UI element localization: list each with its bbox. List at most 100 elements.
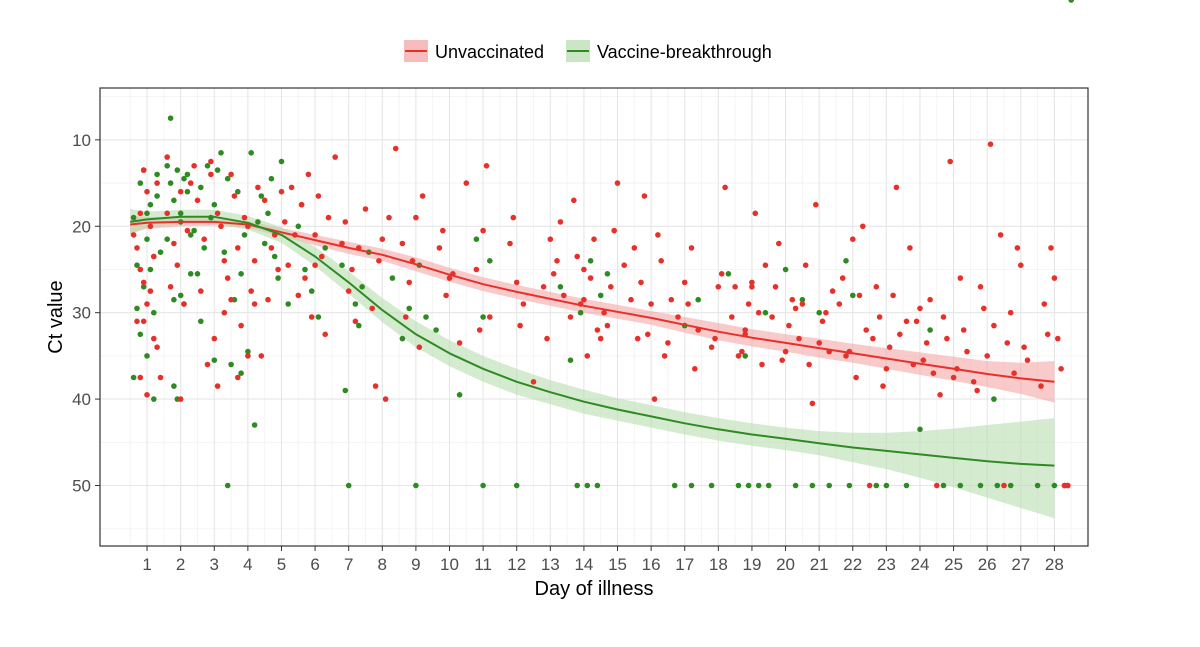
data-point [1044, 331, 1051, 338]
data-point [890, 292, 896, 299]
data-point [792, 482, 799, 489]
data-point [628, 296, 634, 303]
data-point [718, 271, 725, 277]
data-point [487, 314, 493, 320]
data-point [342, 387, 349, 394]
data-point [332, 154, 339, 160]
data-point [997, 232, 1004, 238]
data-point [809, 482, 816, 489]
data-point [298, 201, 305, 208]
data-point [187, 271, 194, 277]
data-point [224, 482, 231, 489]
data-point [792, 305, 799, 312]
data-point [923, 340, 930, 346]
data-point [604, 322, 611, 329]
data-point [265, 296, 271, 303]
data-point [873, 482, 880, 489]
data-point [994, 482, 1001, 489]
data-point [782, 266, 789, 273]
data-point [571, 197, 577, 204]
confidence-ribbon-unvaccinated [130, 215, 1055, 403]
data-point [137, 210, 144, 217]
data-point [130, 214, 137, 221]
data-point [947, 158, 953, 165]
data-point [1024, 357, 1031, 364]
data-point [762, 309, 769, 316]
data-point [211, 357, 218, 364]
data-point [198, 184, 204, 191]
data-point [456, 340, 463, 346]
data-point [376, 258, 382, 264]
data-point [302, 275, 308, 281]
data-point [245, 353, 251, 359]
data-point [211, 335, 218, 342]
data-point [308, 314, 315, 320]
data-point [174, 262, 181, 269]
data-point [745, 301, 752, 307]
data-point [587, 275, 594, 281]
data-point [557, 284, 564, 290]
data-point [130, 374, 137, 381]
data-point [191, 163, 197, 169]
data-point [513, 279, 520, 286]
data-point [940, 314, 947, 320]
data-point [221, 258, 228, 264]
data-point [893, 184, 900, 191]
data-point [873, 284, 880, 290]
data-point [144, 392, 150, 398]
data-point [251, 301, 258, 307]
data-point [957, 275, 964, 281]
data-point [154, 171, 160, 178]
data-point [762, 262, 769, 269]
data-point [695, 296, 701, 303]
data-point [436, 245, 443, 251]
data-point [789, 296, 796, 303]
data-point [749, 284, 755, 290]
data-point [282, 219, 288, 225]
data-point [144, 210, 150, 217]
data-point [641, 193, 648, 199]
x-tick-label: 3 [210, 555, 219, 574]
grid-minor [100, 88, 1088, 546]
x-tick-label: 13 [541, 555, 560, 574]
data-point [876, 314, 883, 320]
x-tick-label: 9 [411, 555, 420, 574]
data-point [241, 214, 248, 221]
data-point [177, 188, 184, 195]
x-tick-label: 12 [507, 555, 526, 574]
data-point [359, 284, 365, 290]
data-point [550, 271, 557, 277]
data-point [661, 353, 668, 359]
data-point [597, 292, 604, 299]
data-point [312, 262, 318, 269]
data-point [816, 340, 822, 346]
data-point [392, 145, 399, 152]
data-point [883, 482, 890, 489]
legend-label: Unvaccinated [435, 42, 544, 62]
data-point [927, 296, 933, 303]
x-tick-label: 18 [709, 555, 728, 574]
x-tick-label: 14 [574, 555, 593, 574]
data-point [749, 279, 755, 286]
data-point [224, 175, 231, 182]
data-point [520, 301, 527, 307]
data-point [151, 335, 157, 342]
data-point [345, 288, 352, 294]
data-point [319, 253, 325, 260]
data-point [137, 266, 144, 273]
data-point [137, 374, 144, 381]
data-point [214, 167, 221, 173]
x-tick-label: 1 [142, 555, 151, 574]
data-point [920, 357, 927, 364]
data-point [147, 223, 154, 230]
data-point [140, 318, 147, 325]
data-points [130, 0, 1074, 489]
data-point [554, 258, 560, 264]
data-point [154, 193, 160, 199]
data-point [991, 322, 997, 329]
data-point [251, 258, 258, 264]
data-point [194, 197, 201, 204]
data-point [581, 296, 587, 303]
